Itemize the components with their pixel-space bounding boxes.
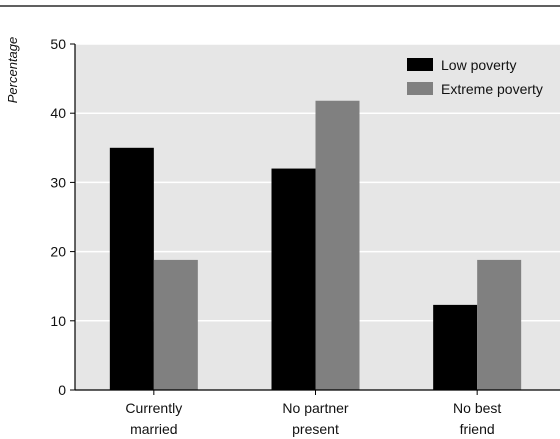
legend-label: Low poverty — [441, 57, 516, 73]
x-category-label: No partner — [282, 400, 348, 416]
bar-extreme-poverty — [153, 259, 198, 390]
x-category-label: friend — [460, 421, 495, 437]
x-category-label: No best — [453, 400, 501, 416]
x-category-label: married — [130, 421, 177, 437]
x-category-label: present — [292, 421, 339, 437]
bars — [109, 100, 522, 390]
legend-swatch — [407, 82, 433, 95]
bar-low-poverty — [109, 147, 154, 390]
legend: Low poverty Extreme poverty — [407, 57, 543, 97]
bar-extreme-poverty — [315, 100, 360, 390]
bar-low-poverty — [271, 168, 316, 390]
y-tick-label: 40 — [50, 105, 66, 121]
y-tick-label: 20 — [50, 244, 66, 260]
x-category-label: Currently — [125, 400, 182, 416]
legend-swatch — [407, 58, 433, 71]
x-axis-categories: Currently married No partner present No best… — [125, 390, 501, 437]
y-tick-label: 50 — [50, 36, 66, 52]
legend-label: Extreme poverty — [441, 81, 543, 97]
bar-extreme-poverty — [477, 259, 522, 390]
y-axis-ticks: 0 10 20 30 40 50 — [50, 36, 560, 398]
y-axis-label: Percentage — [5, 37, 20, 104]
y-tick-label: 30 — [50, 174, 66, 190]
bar-low-poverty — [433, 304, 478, 390]
y-tick-label: 10 — [50, 313, 66, 329]
y-tick-label: 0 — [58, 382, 66, 398]
